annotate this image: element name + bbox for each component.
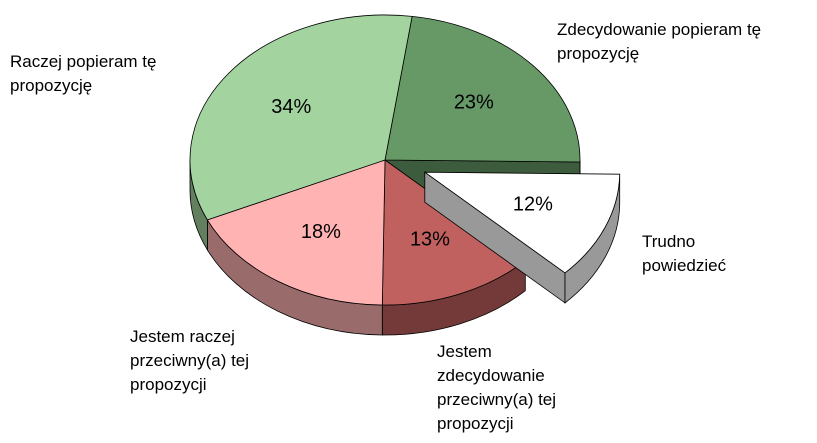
category-label: Raczej popieram tę propozycję	[10, 52, 157, 95]
category-label: Jestem raczej przeciwny(a) tej propozycj…	[130, 327, 250, 394]
slice	[423, 171, 621, 274]
category-label: Jestem zdecydowanie przeciwny(a) tej pro…	[437, 342, 557, 433]
slice	[206, 159, 386, 306]
value-label: 18%	[301, 221, 341, 243]
value-label: 13%	[410, 229, 450, 251]
value-label: 34%	[271, 96, 311, 118]
slice	[189, 14, 413, 221]
value-label: 12%	[513, 194, 553, 216]
slice	[384, 15, 581, 163]
category-label: Zdecydowanie popieram tę propozycję	[557, 20, 762, 63]
value-label: 23%	[454, 92, 494, 114]
category-label: Trudno powiedzieć	[642, 232, 727, 275]
